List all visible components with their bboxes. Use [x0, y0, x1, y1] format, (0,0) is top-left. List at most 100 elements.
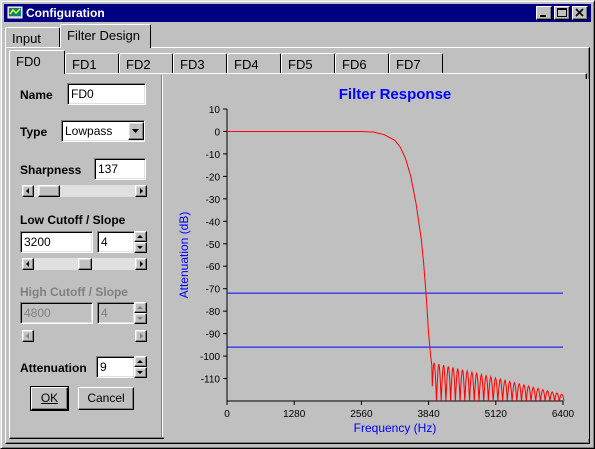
high-cutoff-label: High Cutoff / Slope [20, 285, 128, 299]
tab-fd7-label: FD7 [396, 57, 421, 72]
app-icon [7, 6, 23, 19]
x-tick-label: 5120 [485, 409, 508, 420]
tab-input-label: Input [12, 31, 41, 46]
type-label: Type [20, 125, 48, 139]
chart-title: Filter Response [339, 86, 452, 103]
high-slope-down-button [134, 313, 147, 324]
sharpness-input[interactable]: 137 [94, 158, 146, 180]
tab-input[interactable]: Input [5, 27, 60, 48]
attenuation-input[interactable]: 9 [96, 356, 135, 378]
low-cutoff-input[interactable]: 3200 [20, 231, 93, 253]
x-tick-label: 2560 [350, 409, 373, 420]
tab-filter-design[interactable]: Filter Design [60, 24, 151, 48]
y-tick-label: -50 [206, 240, 221, 251]
y-tick-label: -30 [206, 195, 221, 206]
type-dropdown-button[interactable] [128, 122, 144, 140]
sharpness-slider-left[interactable] [22, 185, 34, 197]
arrow-left-icon [26, 261, 29, 267]
attenuation-up-button[interactable] [134, 356, 147, 367]
name-input[interactable]: FD0 [67, 83, 146, 105]
y-tick-label: 0 [214, 127, 220, 138]
high-cutoff-slider-right [135, 330, 147, 342]
sharpness-slider-right[interactable] [135, 185, 147, 197]
chevron-down-icon [132, 129, 139, 133]
arrow-down-icon [137, 246, 143, 249]
sharpness-slider-thumb[interactable] [38, 185, 60, 197]
y-tick-label: -80 [206, 307, 221, 318]
maximize-button[interactable] [554, 6, 570, 20]
sharpness-label: Sharpness [20, 163, 82, 177]
arrow-down-icon [137, 317, 143, 320]
tab-fd1-label: FD1 [72, 57, 97, 72]
y-tick-label: -60 [206, 262, 221, 273]
type-select-value: Lowpass [65, 124, 113, 138]
arrow-left-icon [26, 188, 29, 194]
close-icon [575, 8, 584, 17]
high-slope-input: 4 [97, 302, 135, 324]
panel-divider [161, 75, 163, 437]
tab-fd0[interactable]: FD0 [9, 50, 65, 74]
minimize-icon [540, 15, 546, 17]
x-tick-label: 6400 [552, 409, 575, 420]
low-cutoff-slider-left[interactable] [22, 258, 34, 270]
arrow-up-icon [137, 306, 143, 309]
tab-fd4-label: FD4 [234, 57, 259, 72]
y-tick-label: -90 [206, 330, 221, 341]
arrow-left-icon [26, 333, 29, 339]
tab-fd3[interactable]: FD3 [173, 53, 227, 74]
y-axis-label: Attenuation (dB) [177, 212, 191, 299]
ok-button[interactable]: OK [30, 386, 69, 411]
title-bar[interactable]: Configuration [4, 4, 591, 22]
y-tick-label: -100 [200, 352, 220, 363]
y-tick-label: -10 [206, 150, 221, 161]
tab-fd5-label: FD5 [288, 57, 313, 72]
minimize-button[interactable] [536, 6, 552, 20]
tab-fd3-label: FD3 [180, 57, 205, 72]
x-tick-label: 3840 [417, 409, 440, 420]
tab-fd6-label: FD6 [342, 57, 367, 72]
maximize-icon [557, 8, 567, 17]
tab-fd7[interactable]: FD7 [389, 53, 443, 74]
response-line [227, 131, 565, 402]
y-tick-label: -110 [201, 375, 221, 386]
arrow-right-icon [140, 333, 143, 339]
cancel-button[interactable]: Cancel [78, 387, 134, 410]
tab-fd5[interactable]: FD5 [281, 53, 335, 74]
high-cutoff-input: 4800 [20, 302, 93, 324]
x-axis-label: Frequency (Hz) [354, 421, 437, 435]
low-cutoff-label: Low Cutoff / Slope [20, 213, 126, 227]
tab-filter-design-label: Filter Design [67, 28, 140, 43]
attenuation-down-button[interactable] [134, 367, 147, 378]
tab-fd0-label: FD0 [16, 54, 41, 69]
tab-fd2-label: FD2 [126, 57, 151, 72]
high-cutoff-slider-left [22, 330, 34, 342]
sharpness-slider[interactable] [22, 185, 147, 197]
arrow-down-icon [137, 371, 143, 374]
attenuation-label: Attenuation [20, 361, 87, 375]
tab-fd2[interactable]: FD2 [119, 53, 173, 74]
low-cutoff-slider-thumb[interactable] [78, 258, 92, 270]
x-tick-label: 0 [224, 409, 230, 420]
tab-fd1[interactable]: FD1 [65, 53, 119, 74]
plot-area [227, 109, 563, 401]
low-slope-down-button[interactable] [134, 242, 147, 253]
tab-fd4[interactable]: FD4 [227, 53, 281, 74]
low-cutoff-slider[interactable] [22, 258, 147, 270]
low-slope-up-button[interactable] [134, 231, 147, 242]
low-cutoff-slider-right[interactable] [135, 258, 147, 270]
type-select[interactable]: Lowpass [61, 120, 145, 142]
arrow-right-icon [140, 261, 143, 267]
low-slope-input[interactable]: 4 [97, 231, 135, 253]
window-title: Configuration [26, 6, 105, 20]
name-label: Name [20, 88, 53, 102]
cancel-button-label: Cancel [87, 391, 125, 405]
high-slope-up-button [134, 302, 147, 313]
tab-fd6[interactable]: FD6 [335, 53, 389, 74]
y-tick-label: 10 [209, 105, 221, 116]
ok-button-label: OK [40, 391, 59, 405]
close-button[interactable] [572, 6, 588, 20]
y-tick-label: -20 [206, 172, 221, 183]
high-cutoff-slider [22, 330, 147, 342]
y-tick-label: -40 [206, 217, 221, 228]
